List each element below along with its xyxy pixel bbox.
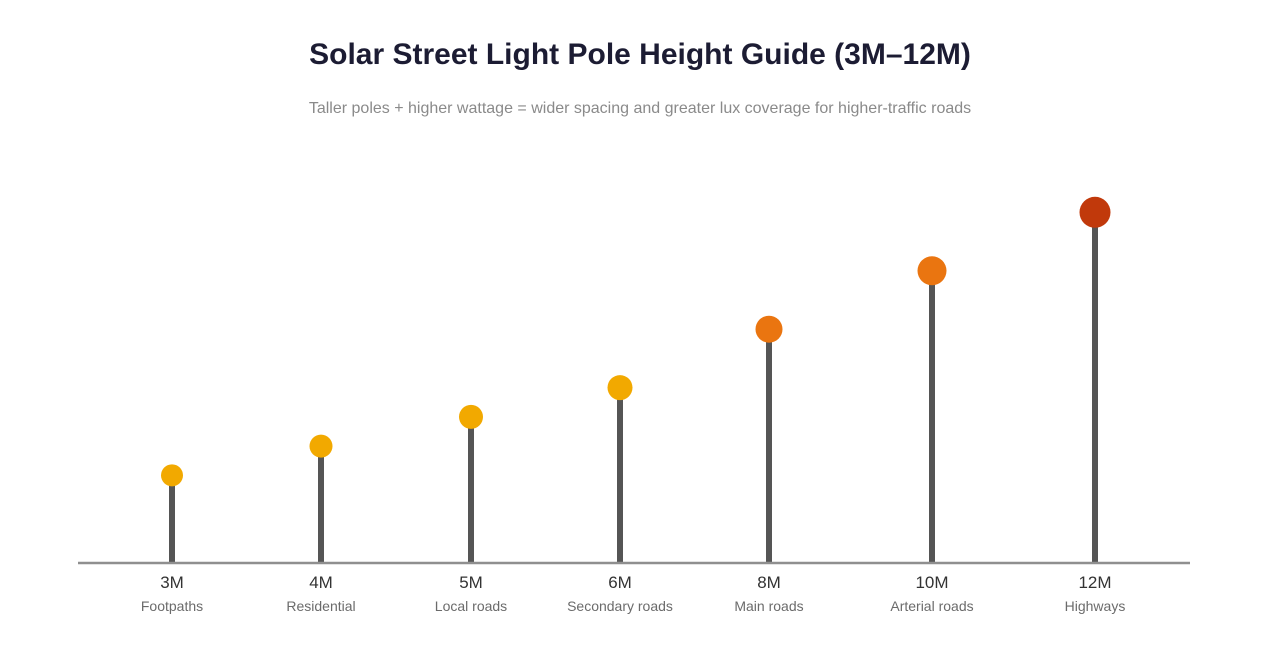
chart-subtitle: Taller poles + higher wattage = wider sp… <box>308 100 972 117</box>
x-tick-label: 10M <box>915 573 948 592</box>
road-type-label: Secondary roads <box>567 598 673 614</box>
chart-title: Solar Street Light Pole Height Guide (3M… <box>309 38 971 71</box>
lamp-head-8M <box>755 315 783 343</box>
road-type-label: Highways <box>1065 598 1126 614</box>
lamp-head-12M <box>1079 196 1111 228</box>
lamp-head-10M <box>917 256 947 286</box>
lamp-head-5M <box>459 404 483 429</box>
road-type-label: Main roads <box>734 598 803 614</box>
poles-layer <box>169 212 1098 563</box>
heads-layer <box>161 196 1111 487</box>
x-tick-label: 6M <box>608 573 632 592</box>
lamp-head-3M <box>161 464 183 487</box>
x-tick-label: 3M <box>160 573 184 592</box>
road-type-label: Footpaths <box>141 598 203 614</box>
x-tick-label: 12M <box>1078 573 1111 592</box>
x-tick-label: 8M <box>757 573 781 592</box>
x-tick-label: 4M <box>309 573 333 592</box>
road-type-label: Local roads <box>435 598 507 614</box>
x-tick-label: 5M <box>459 573 483 592</box>
road-type-label: Arterial roads <box>890 598 973 614</box>
labels-layer: 3M Footpaths 4M Residential 5M Local roads 6M S… <box>141 573 1125 614</box>
lamp-head-6M <box>607 375 633 401</box>
lamp-head-4M <box>309 434 333 458</box>
road-type-label: Residential <box>286 598 355 614</box>
